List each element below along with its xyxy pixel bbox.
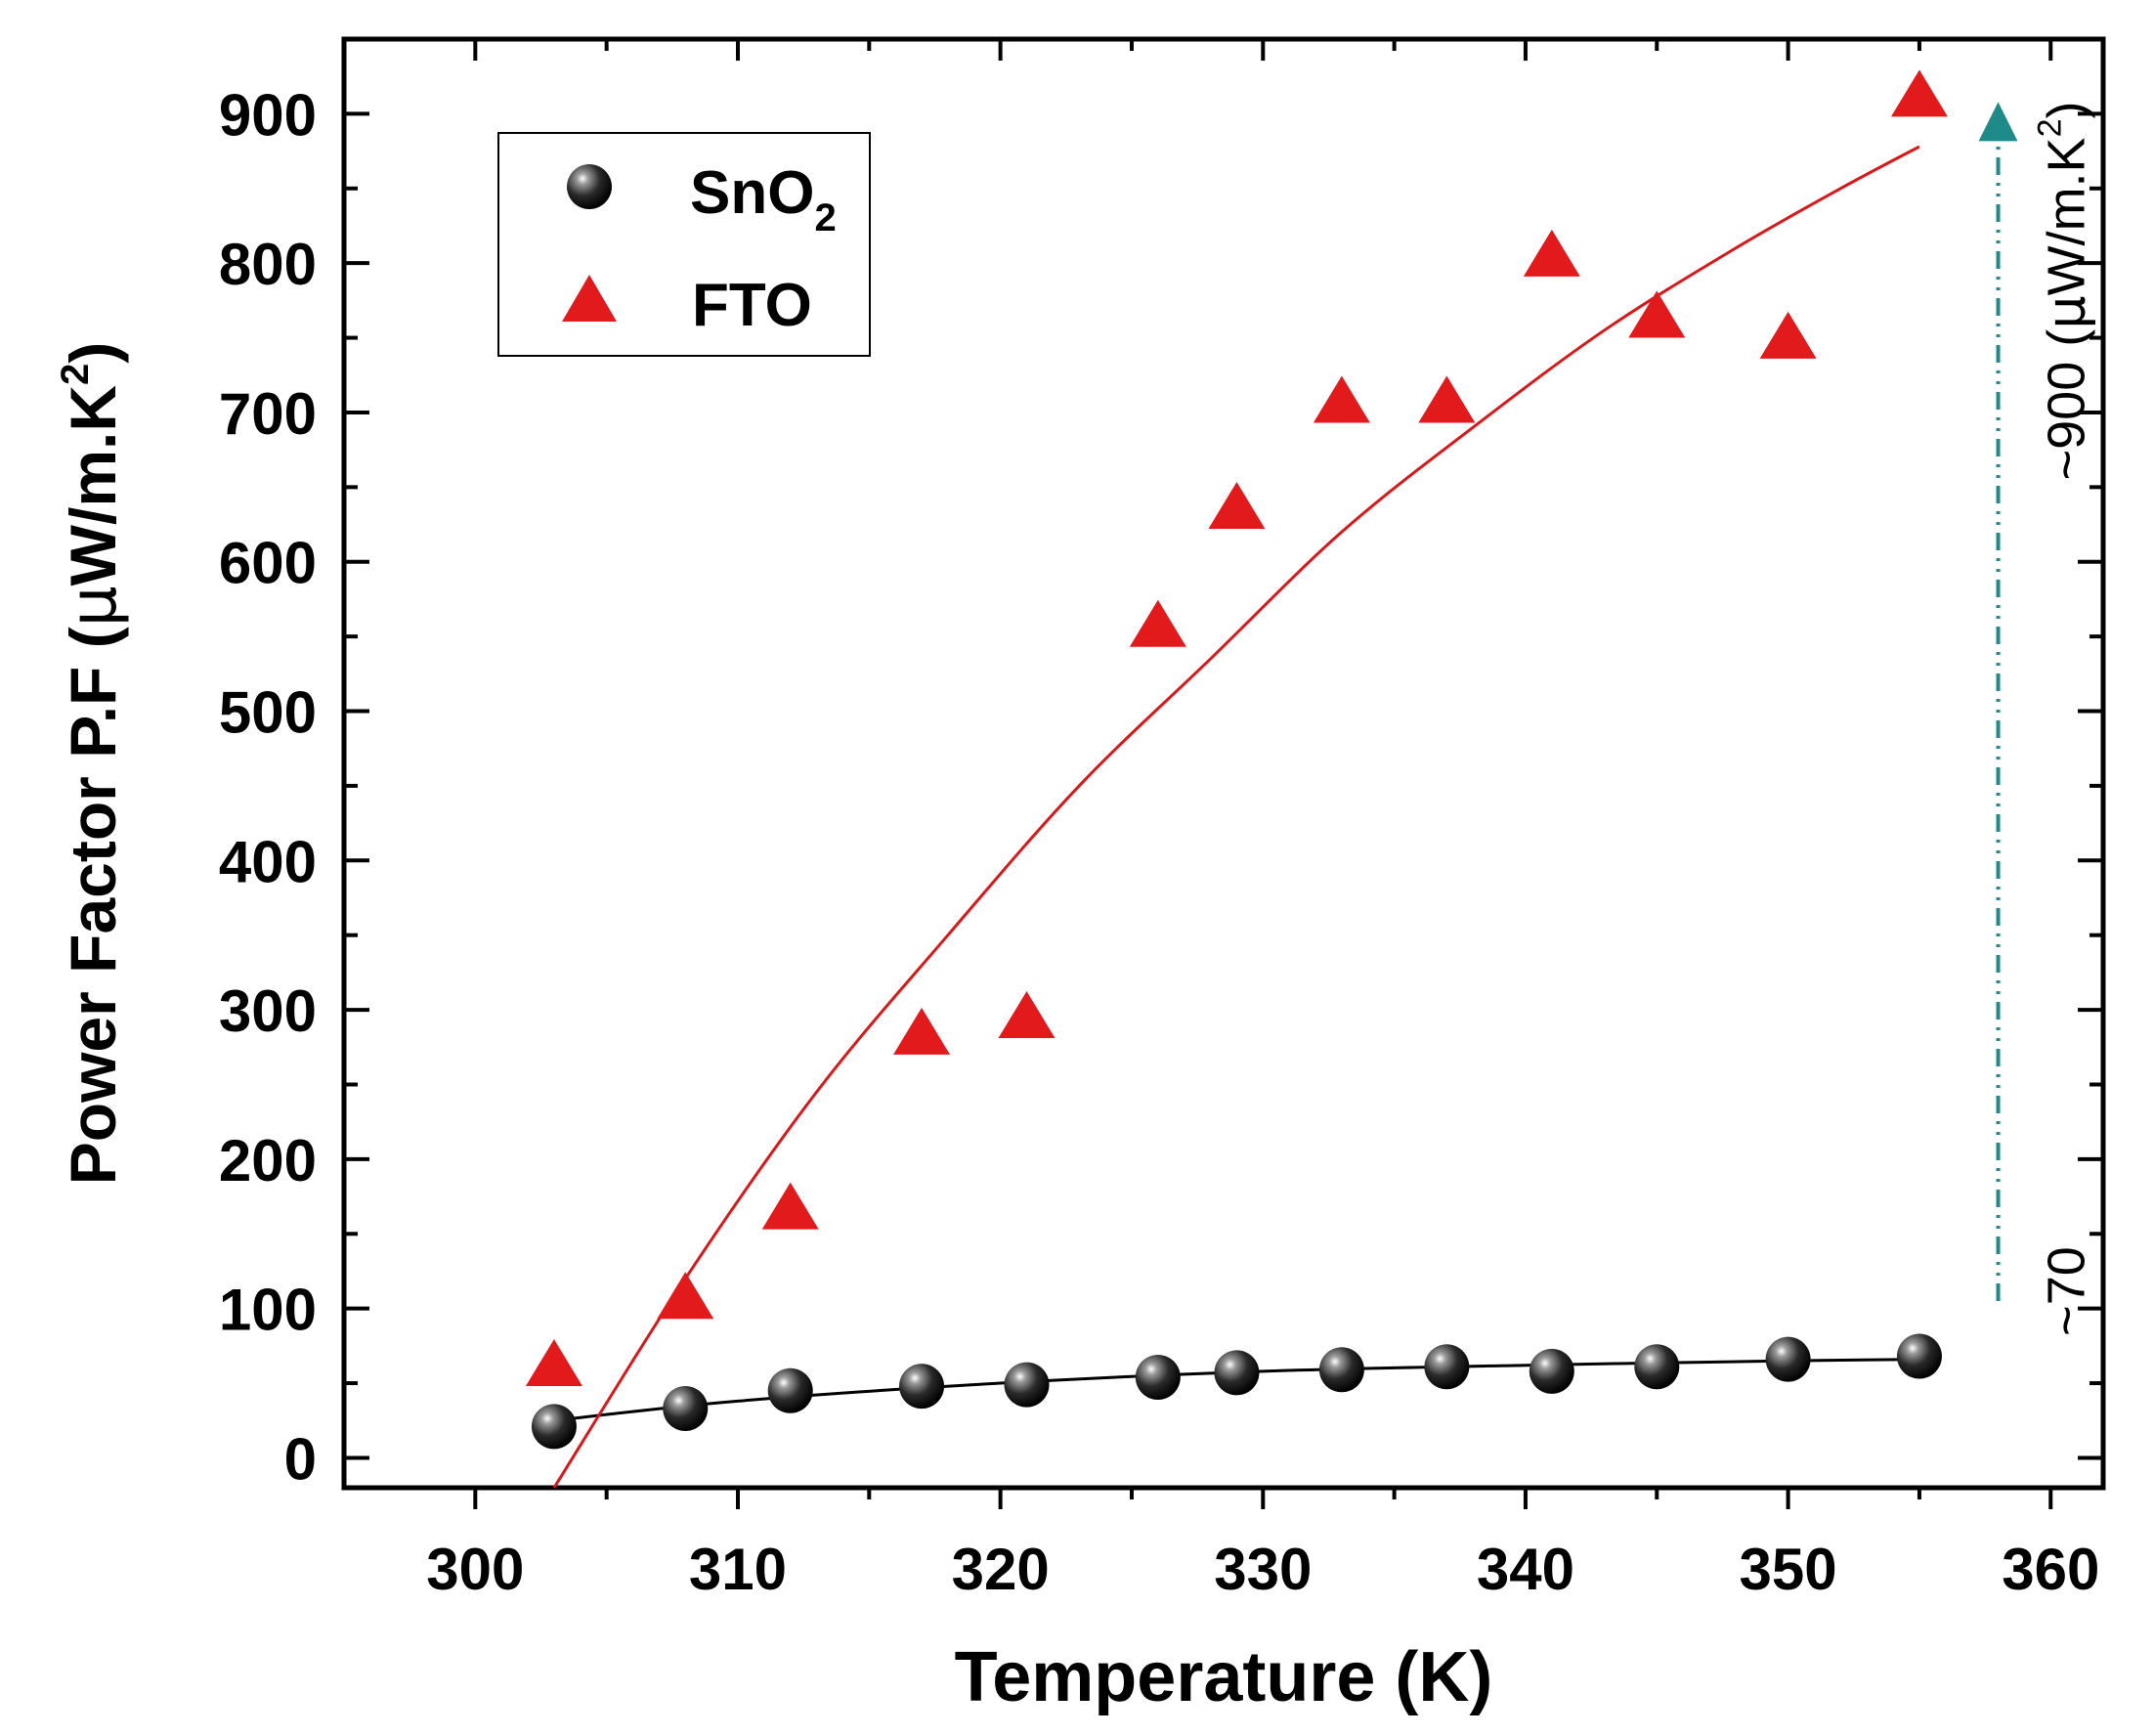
sno2-point	[531, 1404, 577, 1450]
fto-point	[1628, 290, 1686, 338]
sno2-point	[1318, 1347, 1364, 1393]
fto-point	[893, 1007, 951, 1055]
x-tick-label: 330	[1214, 1537, 1312, 1602]
y-tick-label: 0	[284, 1426, 317, 1492]
x-tick-label: 340	[1477, 1537, 1574, 1602]
fto-point	[998, 991, 1055, 1039]
x-tick-label: 350	[1740, 1537, 1837, 1602]
fto-point	[1523, 229, 1580, 277]
annotation-top-part-4: )	[2038, 102, 2096, 119]
sno2-point	[1135, 1354, 1181, 1400]
legend-sno2-marker	[567, 164, 612, 209]
y-tick-label: 700	[219, 381, 317, 447]
y-axis-label-unit: W/m.K	[57, 385, 129, 586]
data-points	[525, 69, 1948, 1450]
fto-point	[761, 1182, 819, 1230]
y-axis-label-sup: 2	[54, 364, 97, 385]
sno2-point	[1214, 1350, 1260, 1396]
sno2-point	[1896, 1333, 1942, 1379]
legend-fto-label: FTO	[692, 272, 812, 339]
fto-point	[1418, 375, 1476, 423]
x-tick-label: 320	[952, 1537, 1050, 1602]
y-axis-label-close: )	[57, 342, 129, 364]
sno2-point	[1765, 1336, 1811, 1382]
y-tick-label: 100	[219, 1278, 317, 1343]
y-axis: 0 100 200 300 400 500 600 700 800 900	[219, 82, 2103, 1492]
x-axis-label: Temperature (K)	[955, 1638, 1493, 1716]
sno2-point	[767, 1367, 813, 1413]
fto-point	[1890, 69, 1948, 117]
legend-sno2-sub: 2	[814, 196, 836, 239]
y-tick-label: 500	[219, 680, 317, 746]
sno2-point	[1634, 1344, 1680, 1390]
fit-curves	[552, 145, 1920, 1489]
y-tick-label: 300	[219, 978, 317, 1044]
annotation-top-label: ~900 (μW/m.K2)	[2032, 102, 2097, 481]
legend: SnO2 FTO	[497, 132, 871, 357]
sno2-point	[899, 1364, 945, 1410]
y-axis-label-main: Power Factor P.F (	[57, 627, 129, 1185]
plot-area	[341, 36, 2106, 1491]
sno2-point	[1424, 1344, 1470, 1390]
fto-point	[525, 1339, 582, 1387]
legend-fto-marker	[562, 275, 617, 322]
fto-point	[1759, 311, 1817, 359]
y-axis-label: Power Factor P.F (μW/m.K2)	[54, 342, 131, 1186]
sno2-point	[1529, 1348, 1574, 1394]
sno2-point	[663, 1386, 709, 1432]
annotation-top-part-2: W/m.K	[2038, 137, 2096, 295]
y-tick-label: 200	[219, 1128, 317, 1194]
sno2-point	[1004, 1362, 1050, 1408]
y-axis-label-mu: μ	[56, 586, 131, 627]
annotation-bottom-label: ~70	[2038, 1246, 2096, 1336]
annotation-top-part-3: 2	[2032, 119, 2069, 138]
x-tick-label: 360	[2002, 1537, 2099, 1602]
x-tick-label: 310	[689, 1537, 787, 1602]
legend-sno2-label: SnO2	[690, 159, 837, 239]
annotation: ~900 (μW/m.K2) ~70	[1978, 102, 2097, 1336]
fit-curve-fto	[552, 145, 1920, 1489]
legend-box	[497, 132, 871, 357]
fto-point	[1208, 482, 1266, 530]
fit-curve-sno2	[553, 1358, 1919, 1422]
x-axis: 300 310 320 330 340 350 360	[426, 39, 2099, 1602]
y-tick-label: 800	[219, 232, 317, 297]
fto-point	[657, 1272, 714, 1320]
y-tick-label: 600	[219, 531, 317, 596]
annotation-top-part-0: ~900 (	[2038, 329, 2096, 481]
x-tick-label: 300	[426, 1537, 524, 1602]
annotation-top-part-1: μ	[2036, 295, 2097, 328]
fto-point	[1313, 375, 1370, 423]
legend-sno2-name: SnO	[690, 159, 814, 227]
fto-point	[1129, 599, 1186, 647]
y-tick-label: 900	[219, 82, 317, 148]
y-tick-label: 400	[219, 829, 317, 894]
